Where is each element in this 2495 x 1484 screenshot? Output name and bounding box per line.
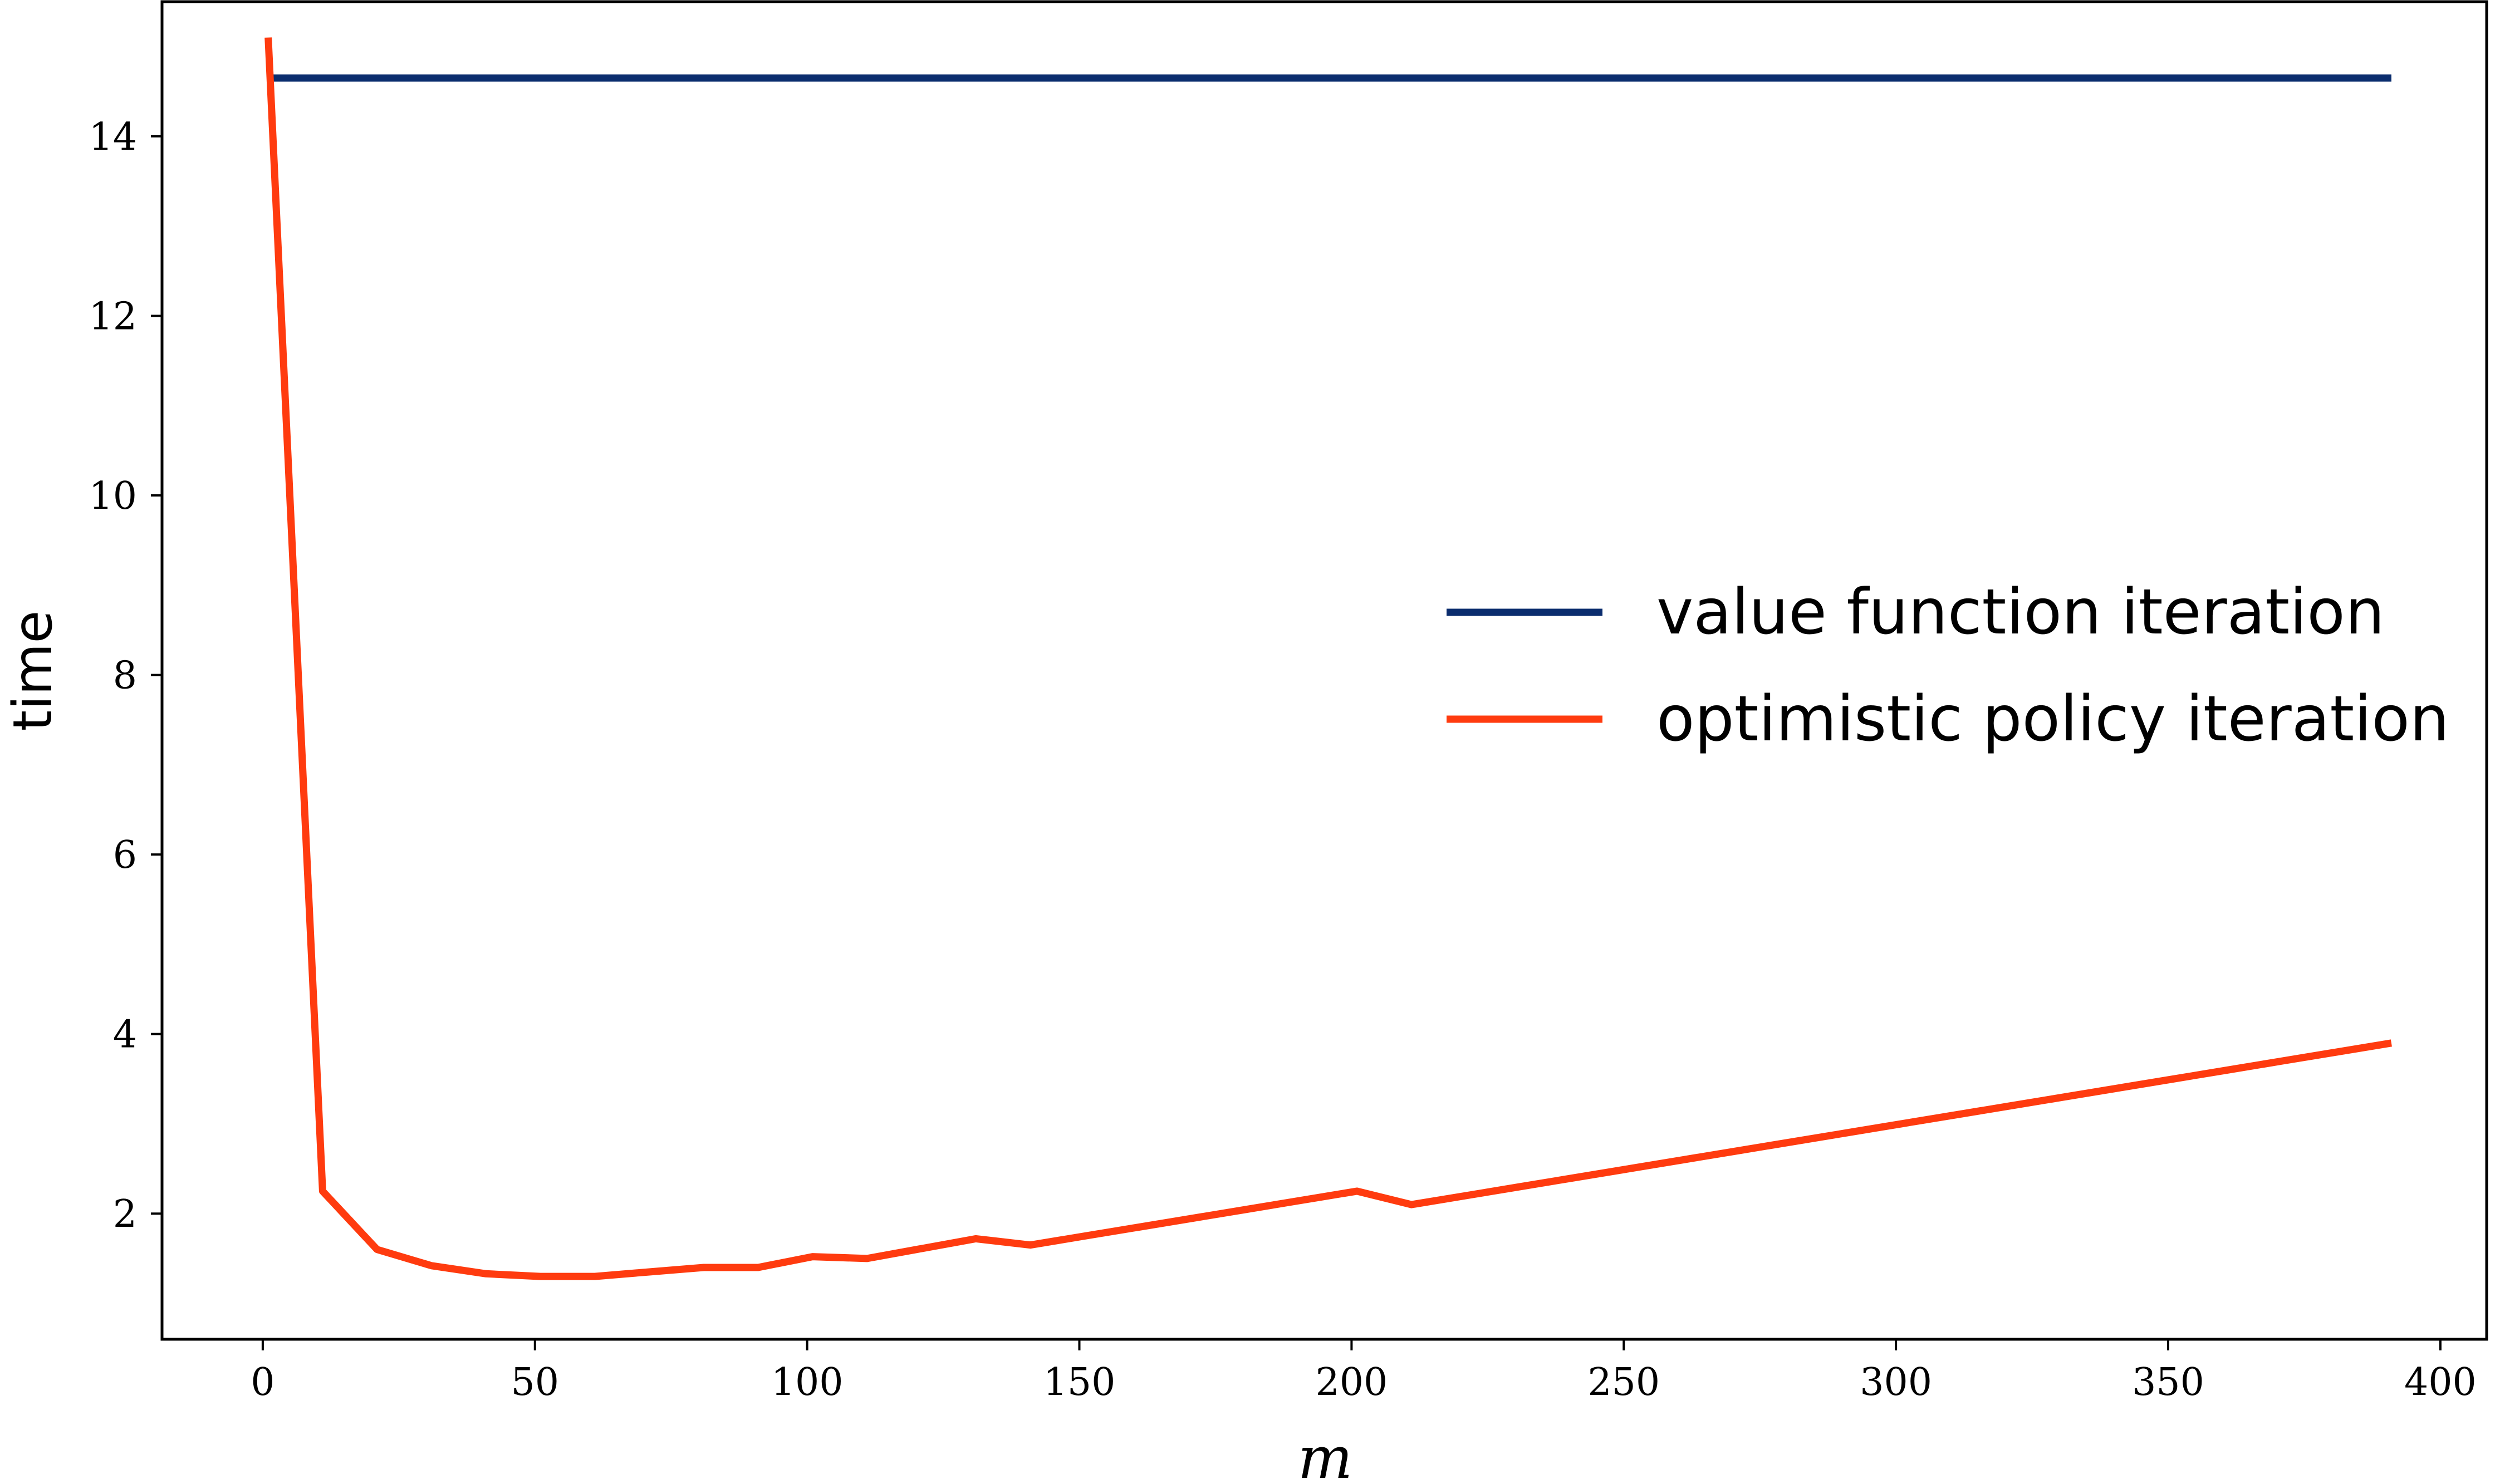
x-tick-label: 250 [1587, 1360, 1660, 1404]
series-line-2 [264, 37, 2392, 1280]
plot-frame [160, 0, 2488, 1341]
x-tick-label: 200 [1315, 1360, 1388, 1404]
x-tick-label: 300 [1860, 1360, 1932, 1404]
legend-label: value function iteration [1656, 576, 2385, 648]
x-tick-label: 400 [2404, 1360, 2477, 1404]
x-tick-label: 350 [2132, 1360, 2204, 1404]
x-axis-ticks: 0 50 100 150 200 250 300 350 400 [251, 1339, 2477, 1404]
legend: value function iteration optimistic polic… [1447, 576, 2449, 755]
y-tick-label: 14 [89, 115, 137, 159]
x-tick-label: 100 [771, 1360, 844, 1404]
x-tick-label: 150 [1043, 1360, 1116, 1404]
x-axis-label: m [1298, 1424, 1353, 1484]
series-layer [264, 37, 2392, 1280]
y-tick-label: 4 [113, 1013, 137, 1057]
y-tick-label: 12 [89, 294, 137, 338]
legend-label: optimistic policy iteration [1656, 683, 2449, 755]
y-tick-label: 2 [113, 1192, 137, 1236]
x-tick-label: 0 [251, 1360, 275, 1404]
y-tick-label: 10 [89, 474, 137, 518]
x-tick-label: 50 [511, 1360, 559, 1404]
y-tick-label: 8 [113, 654, 137, 698]
y-axis-label: time [2, 611, 64, 731]
y-axis-ticks: 2 4 6 8 10 12 14 [89, 115, 162, 1236]
y-tick-label: 6 [113, 833, 137, 877]
